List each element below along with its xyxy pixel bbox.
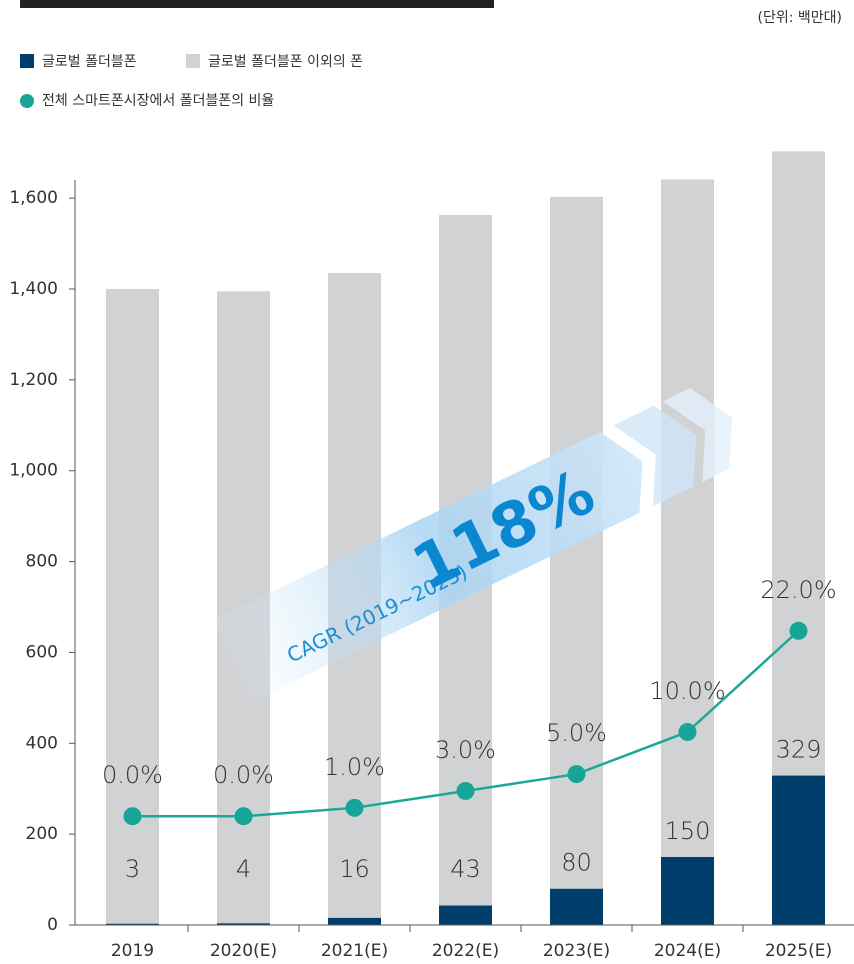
- y-tick-label: 1,200: [9, 370, 58, 390]
- y-tick-label: 0: [47, 915, 58, 935]
- y-tick-label: 200: [26, 824, 58, 844]
- title-underline: [20, 0, 494, 8]
- legend-swatch: [186, 54, 200, 68]
- x-tick-label: 2022(E): [432, 941, 499, 961]
- bar: [217, 923, 270, 925]
- point: [123, 807, 142, 826]
- point: [567, 765, 586, 784]
- x-tick-label: 2021(E): [321, 941, 388, 961]
- x-tick-label: 2019: [111, 941, 154, 961]
- y-tick-label: 600: [26, 642, 58, 662]
- bar: [772, 775, 825, 925]
- point: [678, 722, 697, 741]
- y-tick-label: 1,400: [9, 279, 58, 299]
- y-tick-label: 1,600: [9, 188, 58, 208]
- y-tick-label: 800: [26, 552, 58, 572]
- legend-label: 글로벌 폴더블폰 이외의 폰: [208, 54, 363, 70]
- data-label: 10.0%: [649, 677, 725, 705]
- point: [234, 807, 253, 826]
- point: [789, 621, 808, 640]
- x-tick-label: 2020(E): [210, 941, 277, 961]
- data-label: 329: [776, 736, 822, 764]
- banner-shape: [213, 431, 643, 702]
- data-label: 0.0%: [213, 761, 274, 789]
- banner-chevron: [613, 405, 697, 507]
- data-label: 3.0%: [435, 736, 496, 764]
- legend-swatch: [20, 94, 34, 108]
- y-tick-label: 1,000: [9, 461, 58, 481]
- data-label: 150: [665, 817, 711, 845]
- data-label: 22.0%: [760, 576, 836, 604]
- legend-label: 전체 스마트폰시장에서 폴더블폰의 비율: [42, 93, 274, 109]
- bar: [772, 151, 825, 776]
- data-label: 43: [450, 855, 481, 883]
- x-tick-label: 2025(E): [765, 941, 832, 961]
- data-label: 5.0%: [546, 719, 607, 747]
- data-label: 1.0%: [324, 753, 385, 781]
- bar: [439, 905, 492, 925]
- x-tick-label: 2024(E): [654, 941, 721, 961]
- bar: [661, 179, 714, 857]
- legend-label: 글로벌 폴더블폰: [42, 54, 137, 70]
- x-tick-label: 2023(E): [543, 941, 610, 961]
- data-label: 4: [236, 855, 251, 883]
- y-tick-label: 400: [26, 733, 58, 753]
- bar: [106, 289, 159, 924]
- bar: [328, 917, 381, 925]
- data-label: 16: [339, 855, 370, 883]
- legend-swatch: [20, 54, 34, 68]
- data-label: 3: [125, 855, 140, 883]
- bar: [106, 923, 159, 925]
- data-label: 0.0%: [102, 761, 163, 789]
- bar: [661, 856, 714, 925]
- unit-note: (단위: 백만대): [758, 10, 843, 26]
- banner-chevron: [662, 388, 733, 483]
- point: [345, 798, 364, 817]
- point: [456, 781, 475, 800]
- bar: [550, 888, 603, 925]
- data-label: 80: [561, 849, 592, 877]
